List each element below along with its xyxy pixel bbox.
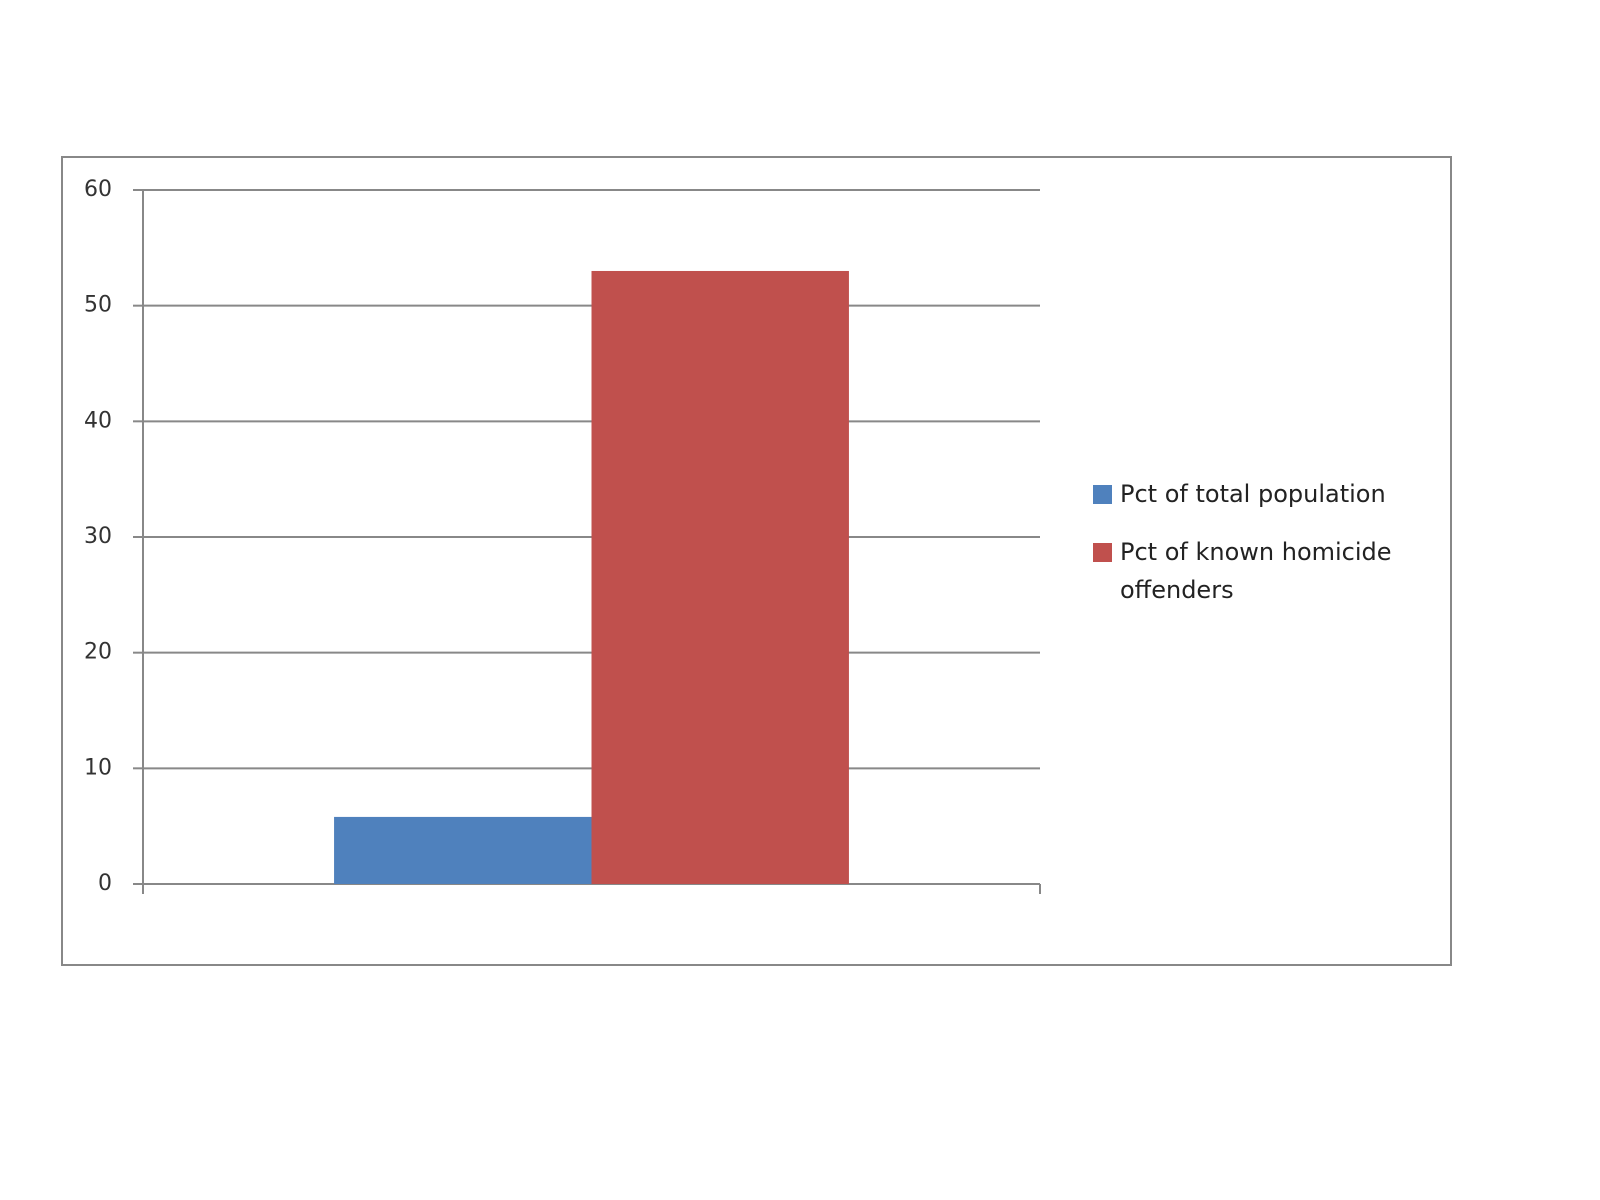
y-tick-label: 40 [84,408,112,433]
y-tick-label: 20 [84,640,112,665]
legend-item: Pct of total population [1093,475,1423,513]
y-tick-label: 60 [84,177,112,202]
y-tick-label: 50 [84,293,112,318]
chart-frame [61,156,1452,966]
y-tick-label: 30 [84,524,112,549]
legend-swatch [1093,543,1112,562]
bar [591,270,849,884]
legend-label: Pct of total population [1120,480,1386,508]
legend-label: Pct of known homicide offenders [1120,538,1392,604]
legend-item: Pct of known homicide offenders [1093,533,1423,609]
y-tick-label: 0 [98,871,112,896]
legend-swatch [1093,485,1112,504]
bar [334,816,592,884]
y-tick-label: 10 [84,755,112,780]
legend: Pct of total population Pct of known homi… [1093,475,1423,629]
